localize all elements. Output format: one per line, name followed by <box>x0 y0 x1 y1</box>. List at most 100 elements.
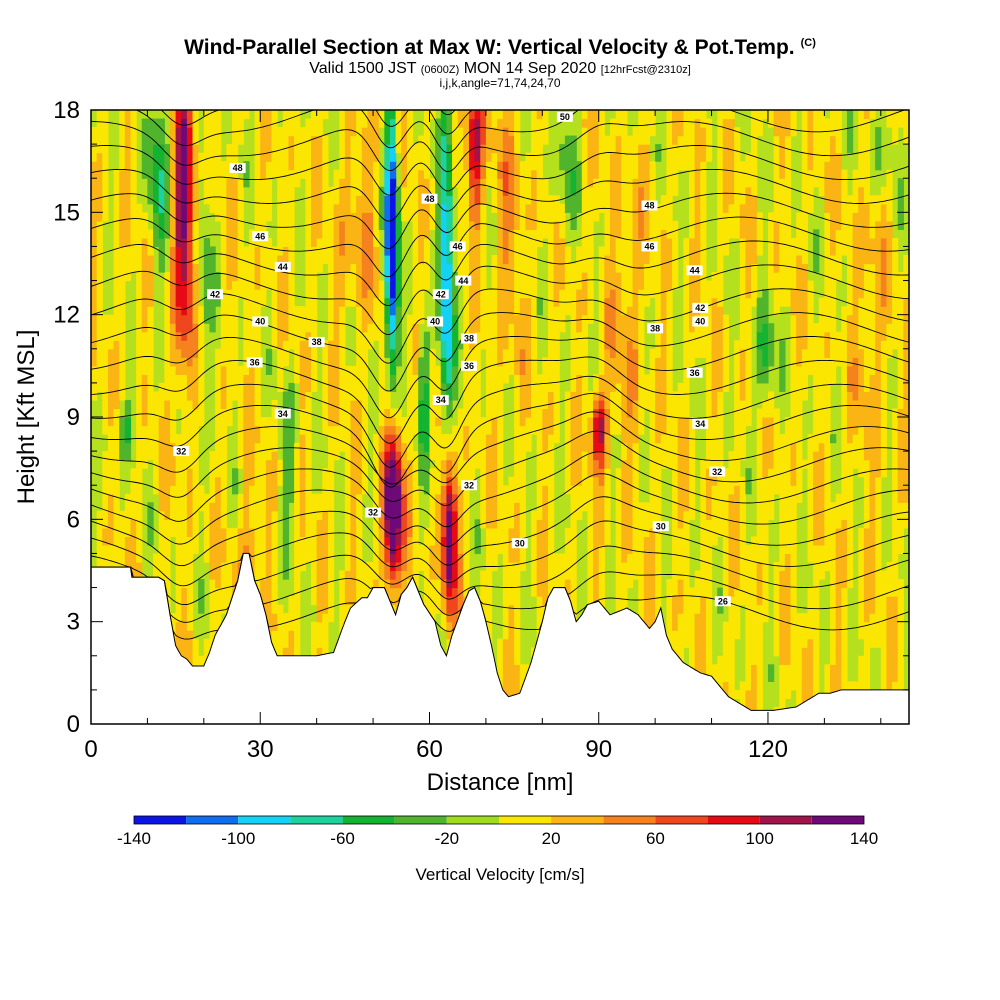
field-cell <box>863 485 871 495</box>
field-cell <box>192 451 199 461</box>
field-cell <box>107 442 115 452</box>
field-cell <box>542 561 549 572</box>
field-cell <box>717 681 724 691</box>
field-cell <box>446 561 453 572</box>
field-cell <box>813 587 820 597</box>
field-cell <box>344 434 352 444</box>
field-cell <box>830 672 837 682</box>
field-cell <box>677 536 684 546</box>
field-cell <box>649 596 656 606</box>
field-cell <box>660 399 668 410</box>
field-cell <box>672 553 679 563</box>
field-cell <box>655 417 662 427</box>
field-cell <box>186 519 194 529</box>
field-cell <box>429 544 436 555</box>
field-cell <box>429 485 436 495</box>
field-cell <box>739 553 746 563</box>
field-cell <box>220 340 227 350</box>
field-cell <box>164 502 171 512</box>
field-cell <box>350 536 357 546</box>
field-cell <box>784 630 792 640</box>
field-cell <box>429 374 436 384</box>
field-cell <box>880 596 888 606</box>
field-cell <box>869 527 876 537</box>
field-cell <box>683 340 690 350</box>
field-cell <box>271 340 278 350</box>
field-cell <box>186 451 194 461</box>
field-cell <box>677 493 684 503</box>
field-cell <box>818 357 825 367</box>
field-cell <box>282 451 290 461</box>
field-cell <box>452 493 459 503</box>
field-cell <box>497 365 504 375</box>
field-cell <box>564 485 572 495</box>
field-cell <box>869 638 876 648</box>
field-cell <box>91 374 98 384</box>
field-cell <box>192 647 199 657</box>
field-cell <box>796 391 803 401</box>
field-cell <box>598 476 605 486</box>
field-cell <box>316 621 323 631</box>
field-cell <box>339 621 346 631</box>
field-cell <box>688 604 696 614</box>
field-cell <box>892 527 899 537</box>
field-cell <box>615 468 622 478</box>
field-cell <box>604 417 611 427</box>
field-cell <box>632 527 639 537</box>
field-cell <box>141 391 149 401</box>
field-cell <box>164 408 171 418</box>
field-cell <box>158 561 165 572</box>
field-cell <box>226 382 233 393</box>
field-cell <box>423 365 431 375</box>
field-cell <box>169 340 177 350</box>
field-cell <box>282 459 290 469</box>
field-cell <box>153 434 160 444</box>
field-cell <box>429 451 436 461</box>
field-cell <box>610 340 617 350</box>
field-cell <box>514 672 521 682</box>
field-cell <box>389 502 397 512</box>
field-cell <box>813 536 820 546</box>
field-cell <box>835 621 842 631</box>
field-cell <box>327 476 335 486</box>
field-cell <box>102 365 109 375</box>
field-cell <box>220 527 227 537</box>
field-cell <box>186 434 194 444</box>
field-cell <box>248 417 256 427</box>
field-cell <box>91 382 98 393</box>
field-cell <box>299 365 306 375</box>
field-cell <box>491 527 498 537</box>
field-cell <box>215 570 222 580</box>
field-cell <box>830 621 837 631</box>
field-cell <box>305 476 312 486</box>
field-cell <box>311 579 318 589</box>
field-cell <box>722 468 730 478</box>
field-cell <box>852 391 859 401</box>
field-cell <box>102 476 109 486</box>
field-cell <box>655 493 662 503</box>
field-cell <box>107 340 115 350</box>
field-cell <box>773 408 780 418</box>
field-cell <box>858 331 865 341</box>
field-cell <box>824 493 831 503</box>
field-cell <box>858 408 865 418</box>
field-cell <box>903 510 909 520</box>
field-cell <box>841 587 848 597</box>
field-cell <box>649 425 656 435</box>
field-cell <box>248 340 256 350</box>
field-cell <box>254 442 261 452</box>
field-cell <box>198 408 205 418</box>
field-cell <box>265 596 273 606</box>
field-cell <box>846 579 854 589</box>
field-cell <box>897 459 904 469</box>
field-cell <box>282 485 290 495</box>
field-cell <box>863 417 871 427</box>
field-cell <box>248 425 256 435</box>
field-cell <box>446 374 453 384</box>
field-cell <box>463 553 470 563</box>
field-cell <box>547 459 555 469</box>
field-cell <box>683 459 690 469</box>
field-cell <box>254 374 261 384</box>
field-cell <box>683 468 690 478</box>
field-cell <box>452 561 459 572</box>
